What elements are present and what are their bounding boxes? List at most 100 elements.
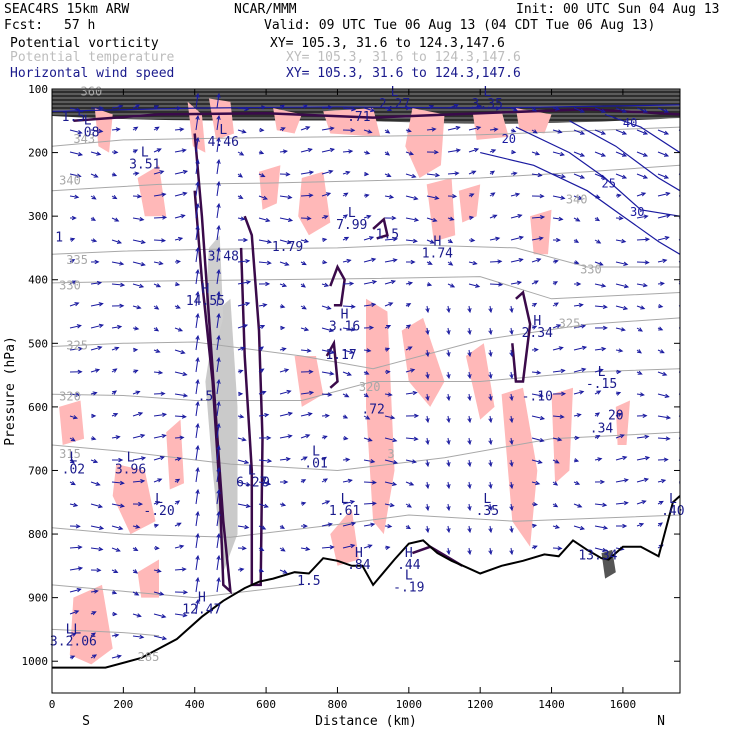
wind-arrow-head	[554, 459, 560, 464]
wind-arrow-shaft	[552, 324, 561, 329]
wind-arrow	[258, 127, 265, 133]
wind-arrow	[425, 481, 430, 490]
wind-arrow-head	[115, 435, 121, 440]
wind-arrow-head	[116, 239, 123, 244]
wind-arrow	[69, 415, 79, 420]
wind-arrow-head	[512, 171, 518, 176]
wind-arrow-head	[112, 172, 118, 177]
wind-arrow	[69, 107, 81, 112]
wind-arrow-head	[371, 257, 377, 263]
wind-arrow-head	[74, 610, 80, 615]
wind-arrow	[237, 481, 251, 487]
wind-arrow-head	[579, 152, 586, 157]
wind-arrow-head	[245, 503, 251, 508]
wind-arrow	[153, 148, 162, 153]
wind-arrow-head	[180, 214, 186, 219]
pv-extremum-9: 1.79	[272, 240, 303, 255]
wind-arrow-head	[140, 433, 146, 439]
wind-arrow-head	[301, 261, 307, 266]
wind-arrow	[636, 392, 645, 397]
wind-arrow-head	[637, 327, 643, 332]
wind-arrow-head	[77, 151, 84, 157]
wind-arrow-shaft	[69, 302, 79, 307]
wind-arrow-head	[679, 303, 680, 305]
wind-arrow	[342, 393, 350, 398]
wind-arrow	[363, 257, 377, 263]
wind-arrow-head	[92, 238, 98, 243]
wind-arrow-head	[665, 213, 672, 218]
wind-arrow-head	[308, 170, 315, 175]
wind-arrow	[90, 368, 101, 373]
wind-arrow	[678, 195, 680, 197]
wind-arrow	[174, 414, 187, 419]
wind-arrow	[216, 576, 221, 593]
wind-arrow-head	[98, 128, 104, 134]
wind-arrow	[258, 281, 271, 287]
wind-arrow	[258, 195, 268, 200]
wind-arrow-head	[158, 260, 164, 266]
wind-arrow	[279, 172, 291, 177]
wind-arrow-shaft	[363, 437, 372, 442]
wind-contour-3	[569, 120, 680, 192]
pv-contour-2	[193, 133, 232, 595]
wind-arrow-head	[366, 214, 372, 220]
wind-arrow	[69, 437, 76, 442]
wind-arrow	[509, 305, 514, 314]
wind-arrow	[321, 237, 328, 243]
wind-arrow-shaft	[531, 437, 544, 442]
wind-arrow-shaft	[531, 481, 540, 485]
pv-extremum-value: 1.61	[329, 504, 360, 519]
wind-arrow-shaft	[174, 349, 185, 354]
theta-label-12: 320	[359, 380, 381, 394]
wind-arrow-head	[75, 392, 81, 397]
wind-arrow-head	[77, 545, 83, 550]
wind-arrow-shaft	[237, 437, 246, 441]
wind-arrow-head	[369, 325, 375, 330]
wind-arrow-head	[364, 193, 370, 198]
wind-arrow	[446, 349, 451, 358]
wind-arrow	[342, 457, 351, 462]
wind-arrow-head	[532, 502, 539, 507]
wind-arrow	[111, 413, 119, 418]
wind-arrow	[90, 654, 98, 659]
wind-arrow-head	[488, 462, 493, 468]
wind-arrow	[111, 390, 117, 395]
wind-arrow-head	[387, 107, 393, 112]
wind-arrow-head	[540, 215, 546, 220]
wind-arrow-head	[663, 108, 670, 113]
wind-arrow	[195, 576, 200, 593]
wind-arrow-shaft	[90, 525, 104, 529]
wind-arrow	[237, 258, 251, 264]
wind-arrow-shaft	[300, 547, 310, 550]
wind-arrow	[69, 215, 77, 221]
wind-arrow	[342, 128, 356, 133]
wind-arrow-head	[92, 391, 98, 396]
wind-arrow-head	[539, 193, 545, 199]
wind-arrow-shaft	[636, 192, 646, 197]
wind-arrow	[405, 128, 412, 133]
wind-arrow-head	[329, 349, 336, 355]
wind-arrow	[174, 105, 182, 111]
wind-arrow-head	[327, 392, 333, 397]
wind-arrow-head	[539, 415, 546, 421]
y-tick-500: 500	[28, 337, 680, 350]
wind-arrow-shaft	[216, 159, 220, 175]
wind-arrow	[195, 532, 200, 549]
wind-arrow	[657, 173, 670, 179]
wind-arrow-head	[637, 370, 643, 375]
wind-arrow-head	[579, 130, 586, 135]
wind-arrow-head	[329, 126, 335, 131]
wind-arrow-shaft	[447, 172, 459, 175]
wind-arrow-head	[216, 290, 221, 296]
wind-arrow-head	[497, 259, 503, 264]
wind-arrow	[237, 129, 247, 134]
wind-arrow	[111, 303, 125, 309]
south-end-label: S	[82, 714, 90, 729]
wind-arrow-head	[327, 522, 333, 527]
wind-arrow-head	[581, 367, 587, 373]
wind-arrow-head	[179, 435, 185, 440]
wind-arrow	[573, 260, 580, 265]
wind-arrow	[195, 246, 200, 263]
wind-arrow-head	[70, 237, 76, 242]
wind-arrow	[279, 502, 287, 507]
